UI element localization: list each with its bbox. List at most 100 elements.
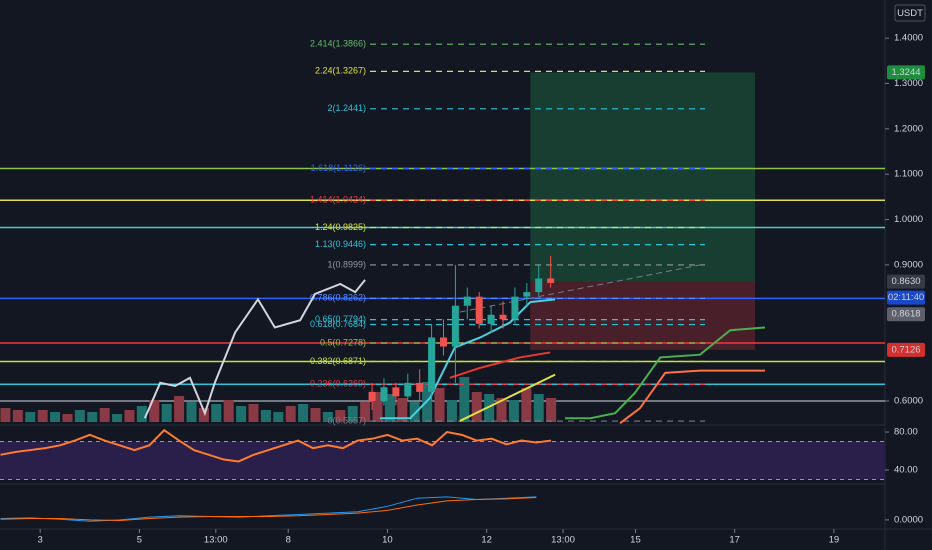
candle-body xyxy=(416,382,424,392)
candle-body xyxy=(523,292,531,297)
candle-body xyxy=(463,296,471,306)
volume-bar xyxy=(285,406,296,422)
price-badge xyxy=(887,65,925,80)
volume-bar xyxy=(124,410,135,422)
fib-label: 0.618(0.7684) xyxy=(310,319,366,329)
volume-bar xyxy=(211,404,222,422)
fib-label: 2(1.2441) xyxy=(327,103,366,113)
volume-bar xyxy=(260,410,271,422)
volume-bar xyxy=(112,414,123,422)
volume-bar xyxy=(136,406,147,422)
volume-bar xyxy=(149,400,160,422)
rsi-band xyxy=(0,441,885,480)
x-tick-label: 19 xyxy=(829,535,840,546)
profit-zone xyxy=(530,72,756,282)
volume-bar xyxy=(161,404,172,422)
price-badge-label: 0.8630 xyxy=(891,276,920,287)
currency-box[interactable] xyxy=(894,4,926,22)
y-tick-label: 1.0000 xyxy=(894,214,923,225)
volume-bar xyxy=(508,400,519,422)
volume-bar xyxy=(471,392,482,422)
x-tick-label: 15 xyxy=(630,535,641,546)
countdown-badge xyxy=(887,290,925,305)
volume-bar xyxy=(37,410,48,422)
candle-body xyxy=(547,278,555,284)
fib-label: 0.382(0.6871) xyxy=(310,356,366,366)
fib-label: 1.618(1.1126) xyxy=(311,163,366,173)
x-tick-label: 3 xyxy=(38,535,43,546)
x-tick-label: 13:00 xyxy=(551,535,575,546)
line-series xyxy=(619,369,765,424)
volume-bar xyxy=(347,406,358,422)
volume-bar xyxy=(174,396,185,422)
volume-bar xyxy=(496,398,507,422)
volume-bar xyxy=(223,400,234,422)
candle-body xyxy=(404,382,412,397)
candle-body xyxy=(475,296,483,324)
y-tick-label: 1.1000 xyxy=(894,169,923,180)
volume-bar xyxy=(546,398,557,422)
candle-body xyxy=(487,314,495,324)
fib-label: 1.24(0.9825) xyxy=(315,222,366,232)
x-tick-label: 5 xyxy=(137,535,142,546)
fib-label: 1.13(0.9446) xyxy=(315,239,366,249)
volume-bar xyxy=(484,394,495,422)
rsi-line xyxy=(0,428,552,463)
line-series xyxy=(459,373,556,422)
candle-body xyxy=(392,387,400,397)
fib-label: 0(0.5557) xyxy=(327,415,366,425)
volume-bar xyxy=(409,402,420,422)
y-tick-label: 0.9000 xyxy=(894,259,923,270)
volume-bar xyxy=(322,412,333,422)
volume-bar xyxy=(273,412,284,422)
fib-label: 2.24(1.3267) xyxy=(315,66,366,76)
volume-bar xyxy=(533,394,544,422)
macd-tick-label: 0.0000 xyxy=(894,514,923,525)
fib-label: 0.65(0.7794) xyxy=(315,314,366,324)
macd-line xyxy=(0,497,537,522)
fib-label: 0.786(0.8262) xyxy=(310,293,366,303)
volume-bar xyxy=(397,398,408,422)
volume-bar xyxy=(434,388,445,422)
x-tick-label: 10 xyxy=(382,535,393,546)
line-series xyxy=(449,351,551,379)
volume-bar xyxy=(198,408,209,422)
candle-body xyxy=(428,337,436,392)
volume-bar xyxy=(310,408,321,422)
volume-bar xyxy=(87,412,98,422)
volume-bar xyxy=(186,402,197,422)
line-series xyxy=(143,279,366,419)
volume-bar xyxy=(446,400,457,422)
candle-body xyxy=(451,305,459,347)
candle-body xyxy=(368,391,376,401)
volume-bar xyxy=(236,406,247,422)
price-badge xyxy=(887,342,925,357)
candle-body xyxy=(380,387,388,401)
rsi-tick-label: 80.00 xyxy=(894,427,918,438)
x-tick-label: 17 xyxy=(729,535,740,546)
y-tick-label: 1.4000 xyxy=(894,33,923,44)
price-badge-label: 1.3244 xyxy=(891,67,920,78)
volume-bar xyxy=(384,394,395,422)
y-tick-label: 0.6000 xyxy=(894,395,923,406)
volume-bar xyxy=(459,377,470,422)
fib-label: 0.5(0.7278) xyxy=(320,337,366,347)
line-series xyxy=(459,263,706,313)
y-tick-label: 1.3000 xyxy=(894,78,923,89)
fib-label: 1(0.8999) xyxy=(327,259,366,269)
countdown: 02:11:40 xyxy=(888,292,924,303)
x-tick-label: 12 xyxy=(481,535,492,546)
candle-body xyxy=(499,314,507,320)
volume-bar xyxy=(62,414,73,422)
volume-bar xyxy=(521,388,532,422)
volume-bar xyxy=(335,410,346,422)
volume-bar xyxy=(298,404,309,422)
volume-bar xyxy=(99,408,110,422)
volume-bar xyxy=(0,408,11,422)
volume-bar xyxy=(372,392,383,422)
price-badge xyxy=(887,307,925,322)
candle-body xyxy=(511,296,519,320)
price-badge-label: 0.8618 xyxy=(891,309,920,320)
price-badge-label: 0.7126 xyxy=(891,344,920,355)
